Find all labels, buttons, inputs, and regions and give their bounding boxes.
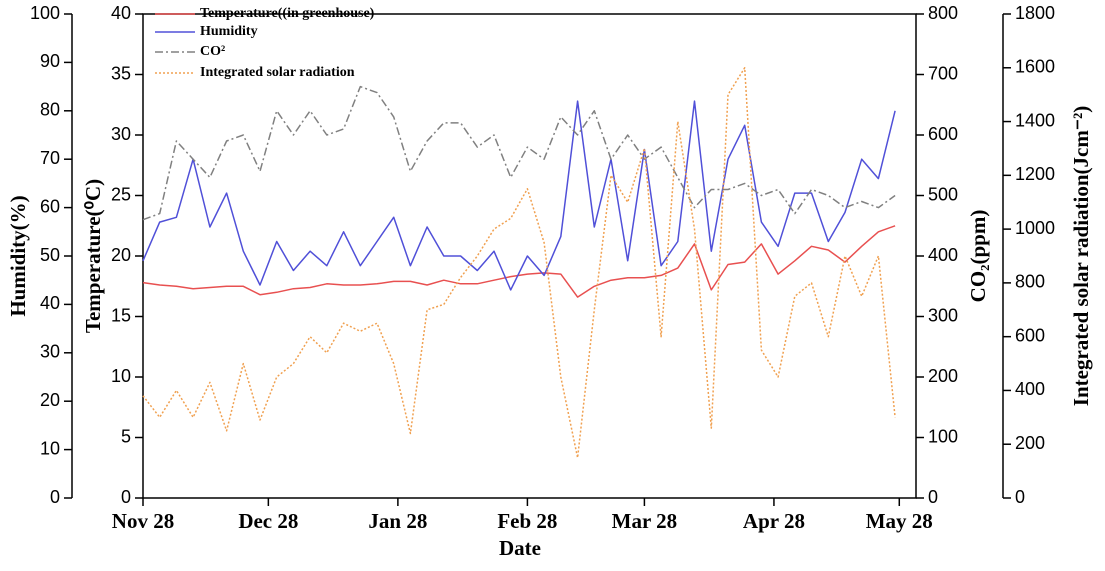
y-tick-label: 40 [111, 3, 131, 23]
y-tick-label: 30 [111, 124, 131, 144]
x-tick-label: May 28 [866, 509, 933, 533]
legend-label: Integrated solar radiation [200, 65, 355, 80]
y-tick-label: 1400 [1015, 110, 1055, 130]
y-tick-label: 100 [30, 3, 60, 23]
series-line [142, 85, 896, 221]
y-tick-label: 30 [40, 342, 60, 362]
y-tick-label: 5 [121, 426, 131, 446]
y-tick-label: 600 [1015, 325, 1045, 345]
x-axis-title: Date [499, 536, 541, 560]
y-tick-label: 25 [111, 184, 131, 204]
y-tick-label: 60 [40, 196, 60, 216]
legend-label: Humidity [200, 24, 258, 39]
y-tick-label: 10 [40, 438, 60, 458]
y-tick-label: 700 [928, 63, 958, 83]
y-tick-label: 20 [111, 245, 131, 265]
x-tick-label: Feb 28 [497, 509, 557, 533]
y-tick-label: 10 [111, 366, 131, 386]
y-tick-label: 1800 [1015, 3, 1055, 23]
y-tick-label: 100 [928, 426, 958, 446]
y-tick-label: 90 [40, 51, 60, 71]
y-tick-label: 0 [50, 487, 60, 507]
y-tick-label: 800 [1015, 272, 1045, 292]
x-tick-label: Dec 28 [238, 509, 298, 533]
series-line [142, 100, 896, 291]
y-tick-label: 300 [928, 305, 958, 325]
y-tick-label: 1000 [1015, 218, 1055, 238]
humidity-axis-title: Humidity(%) [6, 195, 30, 316]
series-line [142, 67, 896, 459]
y-tick-label: 20 [40, 390, 60, 410]
x-tick-label: Nov 28 [112, 509, 174, 533]
y-tick-label: 0 [928, 487, 938, 507]
y-tick-label: 35 [111, 63, 131, 83]
solar-axis-title: Integrated solar radiation(Jcm⁻²) [1069, 106, 1093, 406]
y-tick-label: 400 [1015, 379, 1045, 399]
series-line [142, 225, 896, 298]
y-tick-label: 70 [40, 148, 60, 168]
x-tick-label: Apr 28 [743, 509, 805, 533]
y-tick-label: 400 [928, 245, 958, 265]
legend-label: CO² [200, 44, 225, 59]
legend-label: Temperature((in greenhouse) [200, 6, 375, 21]
co2-axis-title: CO₂(ppm) [966, 210, 990, 303]
y-tick-label: 0 [1015, 487, 1025, 507]
y-tick-label: 800 [928, 3, 958, 23]
y-tick-label: 15 [111, 305, 131, 325]
y-tick-label: 600 [928, 124, 958, 144]
y-tick-label: 500 [928, 184, 958, 204]
y-tick-label: 50 [40, 245, 60, 265]
x-tick-label: Mar 28 [612, 509, 678, 533]
y-tick-label: 80 [40, 100, 60, 120]
y-tick-label: 1600 [1015, 57, 1055, 77]
y-tick-label: 1200 [1015, 164, 1055, 184]
y-tick-label: 0 [121, 487, 131, 507]
temperature-axis-title: Temperature(⁰C) [81, 179, 105, 333]
y-tick-label: 200 [1015, 433, 1045, 453]
x-tick-label: Jan 28 [368, 509, 427, 533]
y-tick-label: 200 [928, 366, 958, 386]
y-tick-label: 40 [40, 293, 60, 313]
